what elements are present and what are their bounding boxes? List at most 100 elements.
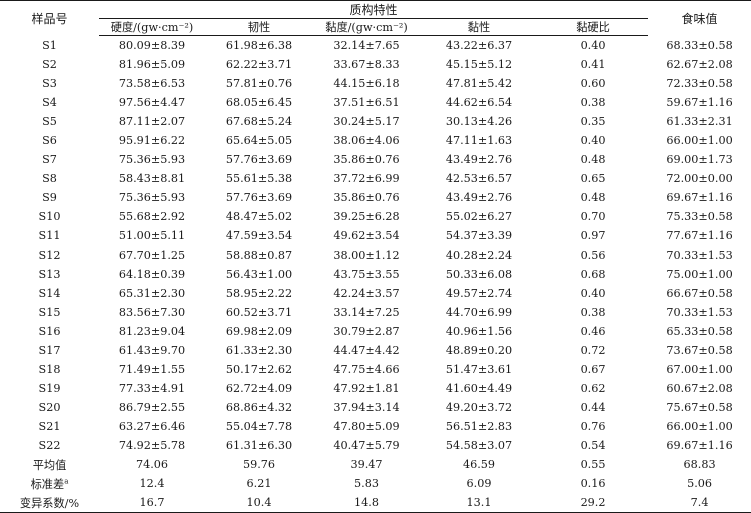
cell-hardness: 97.56±4.47 — [118, 96, 186, 110]
footnote-marker: a — [64, 476, 69, 485]
cell-sample: S15 — [38, 305, 61, 319]
cell-toughness: 65.64±5.05 — [225, 134, 293, 148]
cell-sample: S3 — [42, 77, 57, 91]
cell-ratio: 0.40 — [580, 134, 606, 148]
cell-hardness: 81.23±9.04 — [118, 324, 186, 338]
cell-sample: S11 — [38, 229, 61, 243]
table-row: S21 63.27±6.46 55.04±7.78 47.80±5.09 56.51±2… — [0, 417, 751, 436]
cell-hardness: 81.96±5.09 — [118, 58, 186, 72]
table-row: S22 74.92±5.78 61.31±6.30 40.47±5.79 54.58±3… — [0, 436, 751, 455]
cell-taste-value: 60.67±2.08 — [666, 381, 733, 395]
cell-sample: S16 — [38, 324, 61, 338]
cell-stickiness: 13.1 — [420, 493, 538, 513]
cell-hardness: 63.27±6.46 — [118, 419, 186, 433]
cell-toughness: 50.17±2.62 — [225, 362, 293, 376]
cell-taste-value: 70.33±1.53 — [666, 305, 733, 319]
cell-stickiness: 43.49±2.76 — [445, 153, 513, 167]
cell-stickiness-degree: 47.80±5.09 — [333, 419, 400, 433]
cell-sample: S4 — [42, 96, 57, 110]
cell-sample: S10 — [38, 210, 61, 224]
cell-stickiness: 46.59 — [462, 458, 496, 472]
cell-hardness: 67.70±1.25 — [118, 248, 186, 262]
cell-toughness: 67.68±5.24 — [225, 115, 293, 129]
cell-taste-value: 73.67±0.58 — [666, 343, 733, 357]
cell-taste-value: 68.83 — [683, 458, 716, 472]
cell-toughness: 10.4 — [205, 493, 313, 513]
cell-stickiness: 43.22±6.37 — [445, 39, 513, 53]
cell-taste-value: 77.67±1.16 — [666, 229, 733, 243]
cell-ratio: 0.40 — [580, 39, 606, 53]
cell-ratio: 0.54 — [580, 439, 606, 452]
header-taste-value: 食味值 — [648, 0, 751, 36]
summary-label-text: 变异系数/% — [19, 496, 80, 510]
cell-hardness: 58.43±8.81 — [118, 172, 186, 186]
cell-stickiness: 44.70±6.99 — [445, 305, 513, 319]
cell-stickiness-degree: 38.00±1.12 — [333, 248, 400, 262]
cell-stickiness-degree: 39.25±6.28 — [333, 210, 400, 224]
header-stickiness-degree: 黏度/(gw·cm⁻²) — [313, 18, 420, 36]
summary-mean-row: 平均值 74.06 59.76 39.47 46.59 0.55 68.83 — [0, 455, 751, 474]
cell-taste-value: 72.33±0.58 — [666, 77, 733, 91]
header-sample: 样品号 — [0, 0, 99, 36]
cell-hardness: 55.68±2.92 — [118, 210, 186, 224]
cell-stickiness: 45.15±5.12 — [445, 58, 513, 72]
cell-taste-value: 75.67±0.58 — [666, 400, 733, 414]
cell-ratio: 0.35 — [580, 115, 606, 129]
cell-toughness: 61.33±2.30 — [225, 343, 293, 357]
cell-toughness: 55.04±7.78 — [225, 419, 293, 433]
cell-hardness: 61.43±9.70 — [118, 343, 186, 357]
cell-sample: S2 — [42, 58, 57, 72]
cell-toughness: 57.76±3.69 — [225, 191, 293, 205]
cell-toughness: 57.76±3.69 — [225, 153, 293, 167]
cell-ratio: 0.41 — [580, 58, 606, 72]
cell-toughness: 59.76 — [242, 458, 276, 472]
cell-taste-value: 65.33±0.58 — [666, 324, 733, 338]
cell-stickiness: 47.81±5.42 — [445, 77, 513, 91]
cell-stickiness-degree: 30.79±2.87 — [333, 324, 400, 338]
table-row: S8 58.43±8.81 55.61±5.38 37.72±6.99 42.53±6.… — [0, 169, 751, 188]
cell-hardness: 51.00±5.11 — [118, 229, 186, 243]
cell-toughness: 62.22±3.71 — [225, 58, 293, 72]
table-row: S10 55.68±2.92 48.47±5.02 39.25±6.28 55.02±6… — [0, 207, 751, 226]
cell-stickiness-degree: 40.47±5.79 — [333, 439, 400, 452]
table-row: S13 64.18±0.39 56.43±1.00 43.75±3.55 50.33±6… — [0, 265, 751, 284]
cell-ratio: 0.65 — [580, 172, 606, 186]
cell-stickiness-degree: 5.83 — [354, 477, 379, 491]
cell-taste-value: 68.33±0.58 — [666, 38, 733, 52]
cell-ratio: 0.46 — [580, 324, 606, 338]
cell-stickiness-degree: 33.67±8.33 — [333, 58, 400, 72]
summary-cv-row: 变异系数/% 16.7 10.4 14.8 13.1 29.2 7.4 — [0, 493, 751, 513]
cell-toughness: 60.52±3.71 — [225, 305, 293, 319]
cell-toughness: 48.47±5.02 — [225, 210, 293, 224]
table-row: S16 81.23±9.04 69.98±2.09 30.79±2.87 40.96±1… — [0, 322, 751, 341]
cell-stickiness: 49.20±3.72 — [445, 400, 513, 414]
cell-hardness: 64.18±0.39 — [118, 267, 186, 281]
cell-ratio: 0.70 — [580, 210, 606, 224]
cell-stickiness: 47.11±1.63 — [445, 134, 513, 148]
cell-toughness: 55.61±5.38 — [225, 172, 293, 186]
cell-toughness: 47.59±3.54 — [225, 229, 293, 243]
cell-stickiness-degree: 47.92±1.81 — [333, 381, 400, 395]
cell-stickiness: 40.96±1.56 — [445, 324, 513, 338]
cell-stickiness: 48.89±0.20 — [445, 343, 513, 357]
summary-std-label: 标准差a — [0, 474, 99, 493]
cell-stickiness: 42.53±6.57 — [445, 172, 513, 186]
cell-hardness: 77.33±4.91 — [118, 381, 186, 395]
summary-label-text: 标准差 — [30, 477, 65, 491]
cell-hardness: 75.36±5.93 — [118, 191, 186, 205]
cell-hardness: 87.11±2.07 — [118, 115, 186, 129]
cell-stickiness-degree: 43.75±3.55 — [333, 267, 400, 281]
cell-taste-value: 75.00±1.00 — [666, 267, 733, 281]
cell-stickiness-degree: 44.47±4.42 — [333, 343, 400, 357]
cell-toughness: 68.86±4.32 — [225, 400, 293, 414]
header-hardness: 硬度/(gw·cm⁻²) — [99, 18, 205, 36]
cell-stickiness: 55.02±6.27 — [445, 210, 513, 224]
table-row: S3 73.58±6.53 57.81±0.76 44.15±6.18 47.81±5.… — [0, 74, 751, 93]
cell-toughness: 58.95±2.22 — [225, 286, 293, 300]
cell-stickiness-degree: 47.75±4.66 — [333, 362, 400, 376]
cell-stickiness-degree: 44.15±6.18 — [333, 77, 400, 91]
cell-stickiness-degree: 30.24±5.17 — [333, 115, 400, 129]
cell-taste-value: 72.00±0.00 — [666, 172, 733, 186]
cell-sample: S22 — [38, 439, 61, 452]
